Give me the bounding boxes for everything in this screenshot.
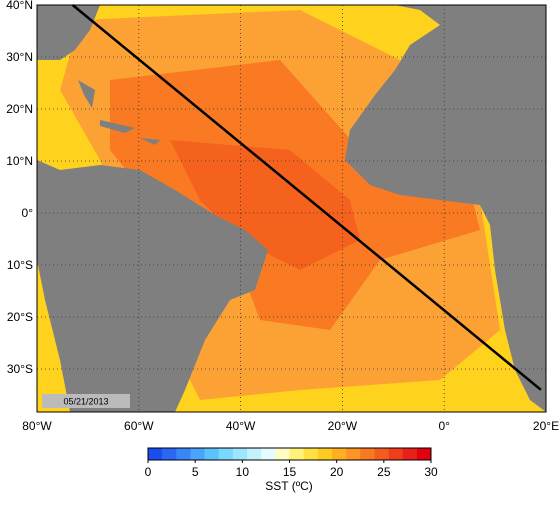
lat-tick-label: 20°N xyxy=(6,102,33,116)
colorbar-swatch xyxy=(360,448,375,460)
colorbar-tick-label: 30 xyxy=(424,465,438,479)
north-america xyxy=(37,5,100,60)
colorbar-swatch xyxy=(232,448,248,460)
grid: 80°W 60°W 40°W 20°W 0° 20°E 40°N 30°N 20°N 10°N 0°… xyxy=(6,0,559,433)
date-box xyxy=(42,394,130,408)
colorbar-tick-label: 15 xyxy=(283,465,297,479)
caribbean xyxy=(100,120,160,145)
transect-line xyxy=(71,4,542,391)
south-america xyxy=(37,160,268,412)
colorbar-swatch xyxy=(162,448,177,460)
colorbar-swatch xyxy=(331,448,347,460)
colorbar-swatch xyxy=(148,448,163,460)
colorbar-swatch xyxy=(275,448,290,460)
lat-tick-label: 10°N xyxy=(6,154,33,168)
colorbar-swatch xyxy=(317,448,333,460)
florida xyxy=(78,80,95,108)
date: 05/21/2013 xyxy=(63,396,108,406)
lon-tick-label: 60°W xyxy=(124,419,154,433)
colorbar-tick-label: 10 xyxy=(236,465,250,479)
colorbar-swatch xyxy=(346,448,361,460)
frame xyxy=(36,4,547,413)
map-area xyxy=(37,5,546,412)
colorbar-swatch xyxy=(190,448,205,460)
lat-tick-label: 0° xyxy=(22,206,34,220)
lat-tick-label: 30°N xyxy=(6,50,33,64)
colorbar-swatch xyxy=(204,448,220,460)
lat-tick-label: 10°S xyxy=(7,258,33,272)
lat-tick-label: 20°S xyxy=(7,310,33,324)
colorbar-swatch xyxy=(374,448,389,460)
lon-tick-label: 40°W xyxy=(226,419,256,433)
colorbar-swatch xyxy=(289,448,304,460)
warmest-water xyxy=(170,140,360,270)
colorbar: 0 5 10 15 20 25 30 xyxy=(145,447,438,479)
colorbar-label: SST (ºC) xyxy=(265,479,313,493)
colorbar-swatch xyxy=(416,448,432,460)
colorbar-swatch xyxy=(218,448,234,460)
lon-tick-label: 20°W xyxy=(328,419,358,433)
lon-tick-label: 0° xyxy=(438,419,450,433)
lat-tick-label: 40°N xyxy=(6,0,33,12)
colorbar-tick-label: 0 xyxy=(145,465,152,479)
colorbar-tick-label: 25 xyxy=(377,465,391,479)
colorbar-tick-label: 20 xyxy=(330,465,344,479)
lat-tick-label: 30°S xyxy=(7,362,33,376)
colorbar-tick-label: 5 xyxy=(192,465,199,479)
africa-europe xyxy=(345,5,546,412)
colorbar-swatch xyxy=(176,448,191,460)
colorbar-swatch xyxy=(247,448,262,460)
colorbar-swatch xyxy=(303,448,319,460)
lon-tick-label: 80°W xyxy=(22,419,52,433)
colorbar-swatch xyxy=(261,448,276,460)
lon-tick-label: 20°E xyxy=(533,419,559,433)
colorbar-swatch xyxy=(388,448,403,460)
colorbar-swatch xyxy=(402,448,418,460)
